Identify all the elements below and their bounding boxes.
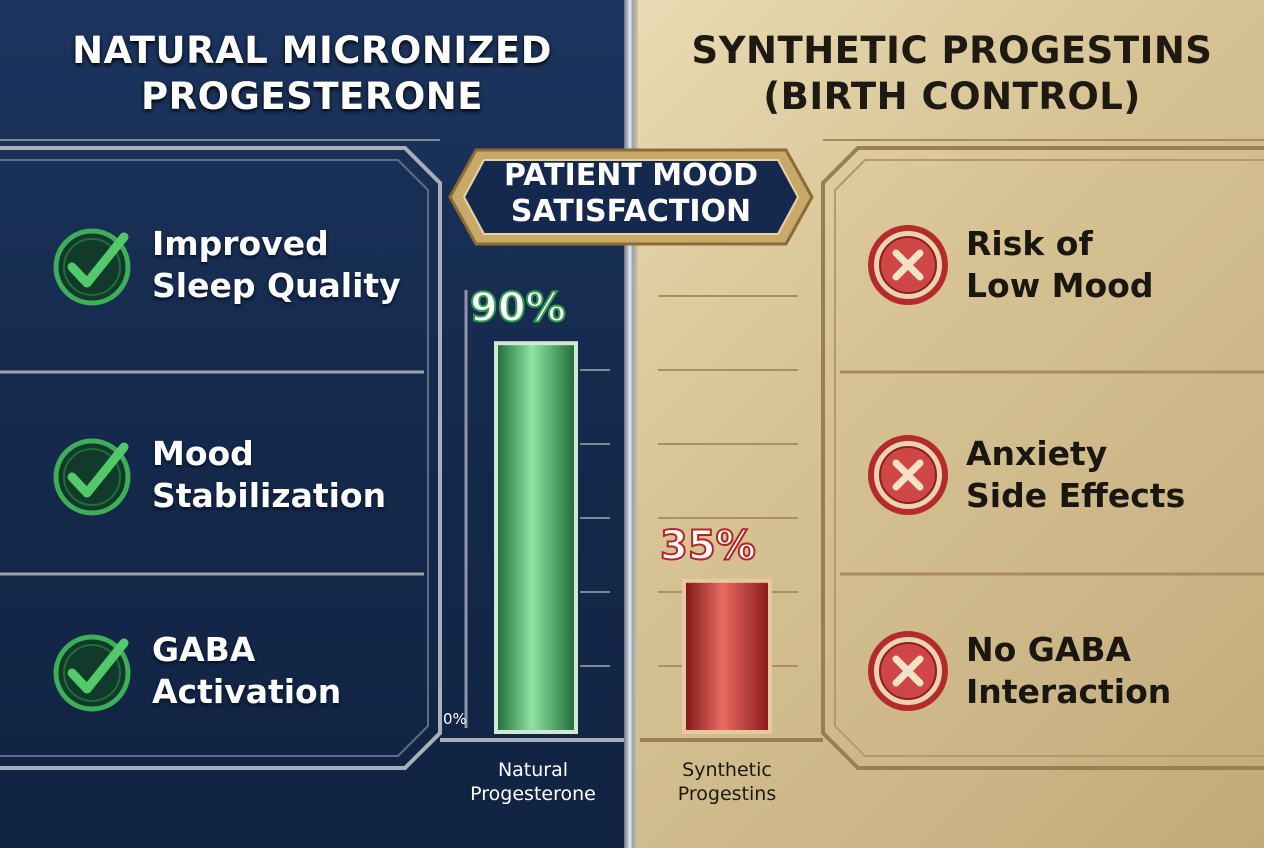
drawback-no-gaba: No GABA Interaction [866,616,1171,726]
benefit-mood-stabilization: Mood Stabilization [52,420,386,530]
chart-title-line-2: SATISFACTION [510,194,752,229]
natural-heading-line-1: NATURAL MICRONIZED [72,29,552,72]
synthetic-category-label: Synthetic Progestins [652,758,802,806]
drawback-label-line-2: Side Effects [966,476,1186,515]
synthetic-heading: SYNTHETIC PROGESTINS (BIRTH CONTROL) [640,28,1264,120]
chart-title: PATIENT MOOD SATISFACTION [446,158,816,230]
chart-title-badge [448,148,814,246]
synthetic-heading-line-2: (BIRTH CONTROL) [763,75,1141,118]
drawback-label: Anxiety Side Effects [966,433,1185,517]
benefit-label-line-2: Activation [152,672,342,711]
x-circle-icon [868,631,948,711]
drawback-label-line-2: Low Mood [966,266,1154,305]
benefit-label-line-2: Sleep Quality [152,266,401,305]
benefit-sleep-quality: Improved Sleep Quality [52,210,401,320]
check-circle-icon [53,228,131,306]
benefit-label-line-1: Improved [152,224,329,263]
synthetic-heading-line-1: SYNTHETIC PROGESTINS [691,29,1213,72]
benefit-label: Mood Stabilization [152,433,386,517]
chart-title-line-1: PATIENT MOOD [503,158,759,193]
axis-zero-label: 0% [443,710,467,728]
benefit-label-line-1: GABA [152,630,256,669]
drawback-label-line-1: Risk of [966,224,1093,263]
natural-category-line-1: Natural [497,759,569,781]
synthetic-bar [682,578,772,734]
synthetic-category-line-1: Synthetic [682,759,772,781]
synthetic-value-label: 35% [659,522,757,570]
benefit-label-line-1: Mood [152,434,254,473]
natural-heading: NATURAL MICRONIZED PROGESTERONE [0,28,624,120]
bars [494,341,772,734]
drawback-label: No GABA Interaction [966,629,1171,713]
natural-category-label: Natural Progesterone [458,758,608,806]
drawback-label-line-1: No GABA [966,630,1132,669]
drawback-label-line-2: Interaction [966,672,1172,711]
x-circle-icon [868,225,948,305]
benefit-gaba-activation: GABA Activation [52,616,341,726]
check-circle-icon [53,634,131,712]
drawback-label: Risk of Low Mood [966,223,1153,307]
natural-heading-line-2: PROGESTERONE [140,75,484,118]
drawback-anxiety: Anxiety Side Effects [866,420,1185,530]
drawback-low-mood: Risk of Low Mood [866,210,1153,320]
synthetic-category-line-2: Progestins [677,783,777,805]
drawback-label-line-1: Anxiety [966,434,1108,473]
benefit-label-line-2: Stabilization [152,476,387,515]
grid-lines [580,295,798,667]
natural-bar [494,341,578,734]
benefit-label: GABA Activation [152,629,341,713]
check-circle-icon [53,438,131,516]
x-circle-icon [868,435,948,515]
natural-category-line-2: Progesterone [470,783,596,805]
natural-value-label: 90% [469,284,567,332]
benefit-label: Improved Sleep Quality [152,223,401,307]
